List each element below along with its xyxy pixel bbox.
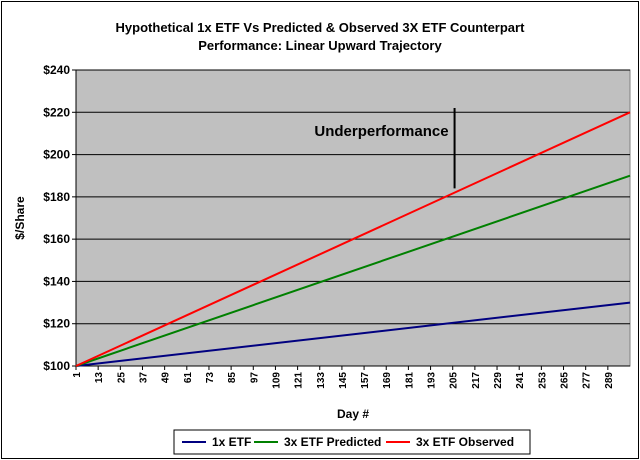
x-tick-label: 241 xyxy=(515,372,526,389)
x-tick-label: 73 xyxy=(205,372,216,384)
x-tick-label: 193 xyxy=(427,372,438,389)
x-tick-label: 289 xyxy=(604,372,615,389)
x-tick-label: 61 xyxy=(183,372,194,384)
legend-label: 1x ETF xyxy=(212,435,251,449)
series-line-1 xyxy=(75,301,631,367)
legend-label: 3x ETF Observed xyxy=(416,435,514,449)
chart-title: Hypothetical 1x ETF Vs Predicted & Obser… xyxy=(116,20,526,35)
x-tick-label: 205 xyxy=(449,372,460,389)
x-tick-label: 217 xyxy=(471,372,482,389)
y-axis-label: $/Share xyxy=(13,196,27,240)
y-tick-label: $220 xyxy=(43,105,70,119)
x-tick-label: 157 xyxy=(360,372,371,389)
series-lines xyxy=(75,111,631,367)
x-tick-label: 97 xyxy=(249,372,260,384)
x-tick-label: 85 xyxy=(227,372,238,384)
legend-box xyxy=(173,429,531,455)
series-line-3 xyxy=(75,111,631,367)
x-axis-label: Day # xyxy=(337,407,369,421)
y-axis-ticks: $100 $120 $140 $160 $180 $200 $220 $240 xyxy=(43,63,76,373)
x-tick-label: 37 xyxy=(138,372,149,384)
annotation: Underperformance xyxy=(314,108,456,189)
y-tick-label: $120 xyxy=(43,317,70,331)
x-tick-label: 121 xyxy=(294,372,305,389)
y-tick-label: $140 xyxy=(43,274,70,288)
x-tick-label: 229 xyxy=(493,372,504,389)
x-tick-label: 169 xyxy=(382,372,393,389)
annotation-label: Underperformance xyxy=(314,123,448,140)
y-tick-label: $100 xyxy=(43,359,70,373)
legend: 1x ETF 3x ETF Predicted 3x ETF Observed xyxy=(173,429,531,455)
x-tick-label: 145 xyxy=(338,372,349,389)
series-line-2 xyxy=(75,174,631,367)
x-axis-ticks: 1 13 25 37 49 61 73 85 97 109 121 133 145 157 169 181 19… xyxy=(72,70,630,389)
x-tick-label: 109 xyxy=(271,372,282,389)
y-tick-label: $160 xyxy=(43,232,70,246)
x-tick-label: 1 xyxy=(72,372,83,378)
x-tick-label: 49 xyxy=(161,372,172,384)
x-tick-label: 181 xyxy=(404,372,415,389)
plot-area xyxy=(75,69,631,367)
x-tick-label: 25 xyxy=(116,372,127,384)
y-tick-label: $180 xyxy=(43,190,70,204)
x-tick-label: 133 xyxy=(316,372,327,389)
y-tick-label: $240 xyxy=(43,63,70,77)
x-tick-label: 265 xyxy=(560,372,571,389)
legend-label: 3x ETF Predicted xyxy=(284,435,381,449)
y-tick-label: $200 xyxy=(43,148,70,162)
x-tick-label: 253 xyxy=(537,372,548,389)
chart-subtitle: Performance: Linear Upward Trajectory xyxy=(198,38,442,53)
x-tick-label: 277 xyxy=(582,372,593,389)
x-tick-label: 13 xyxy=(94,372,105,384)
